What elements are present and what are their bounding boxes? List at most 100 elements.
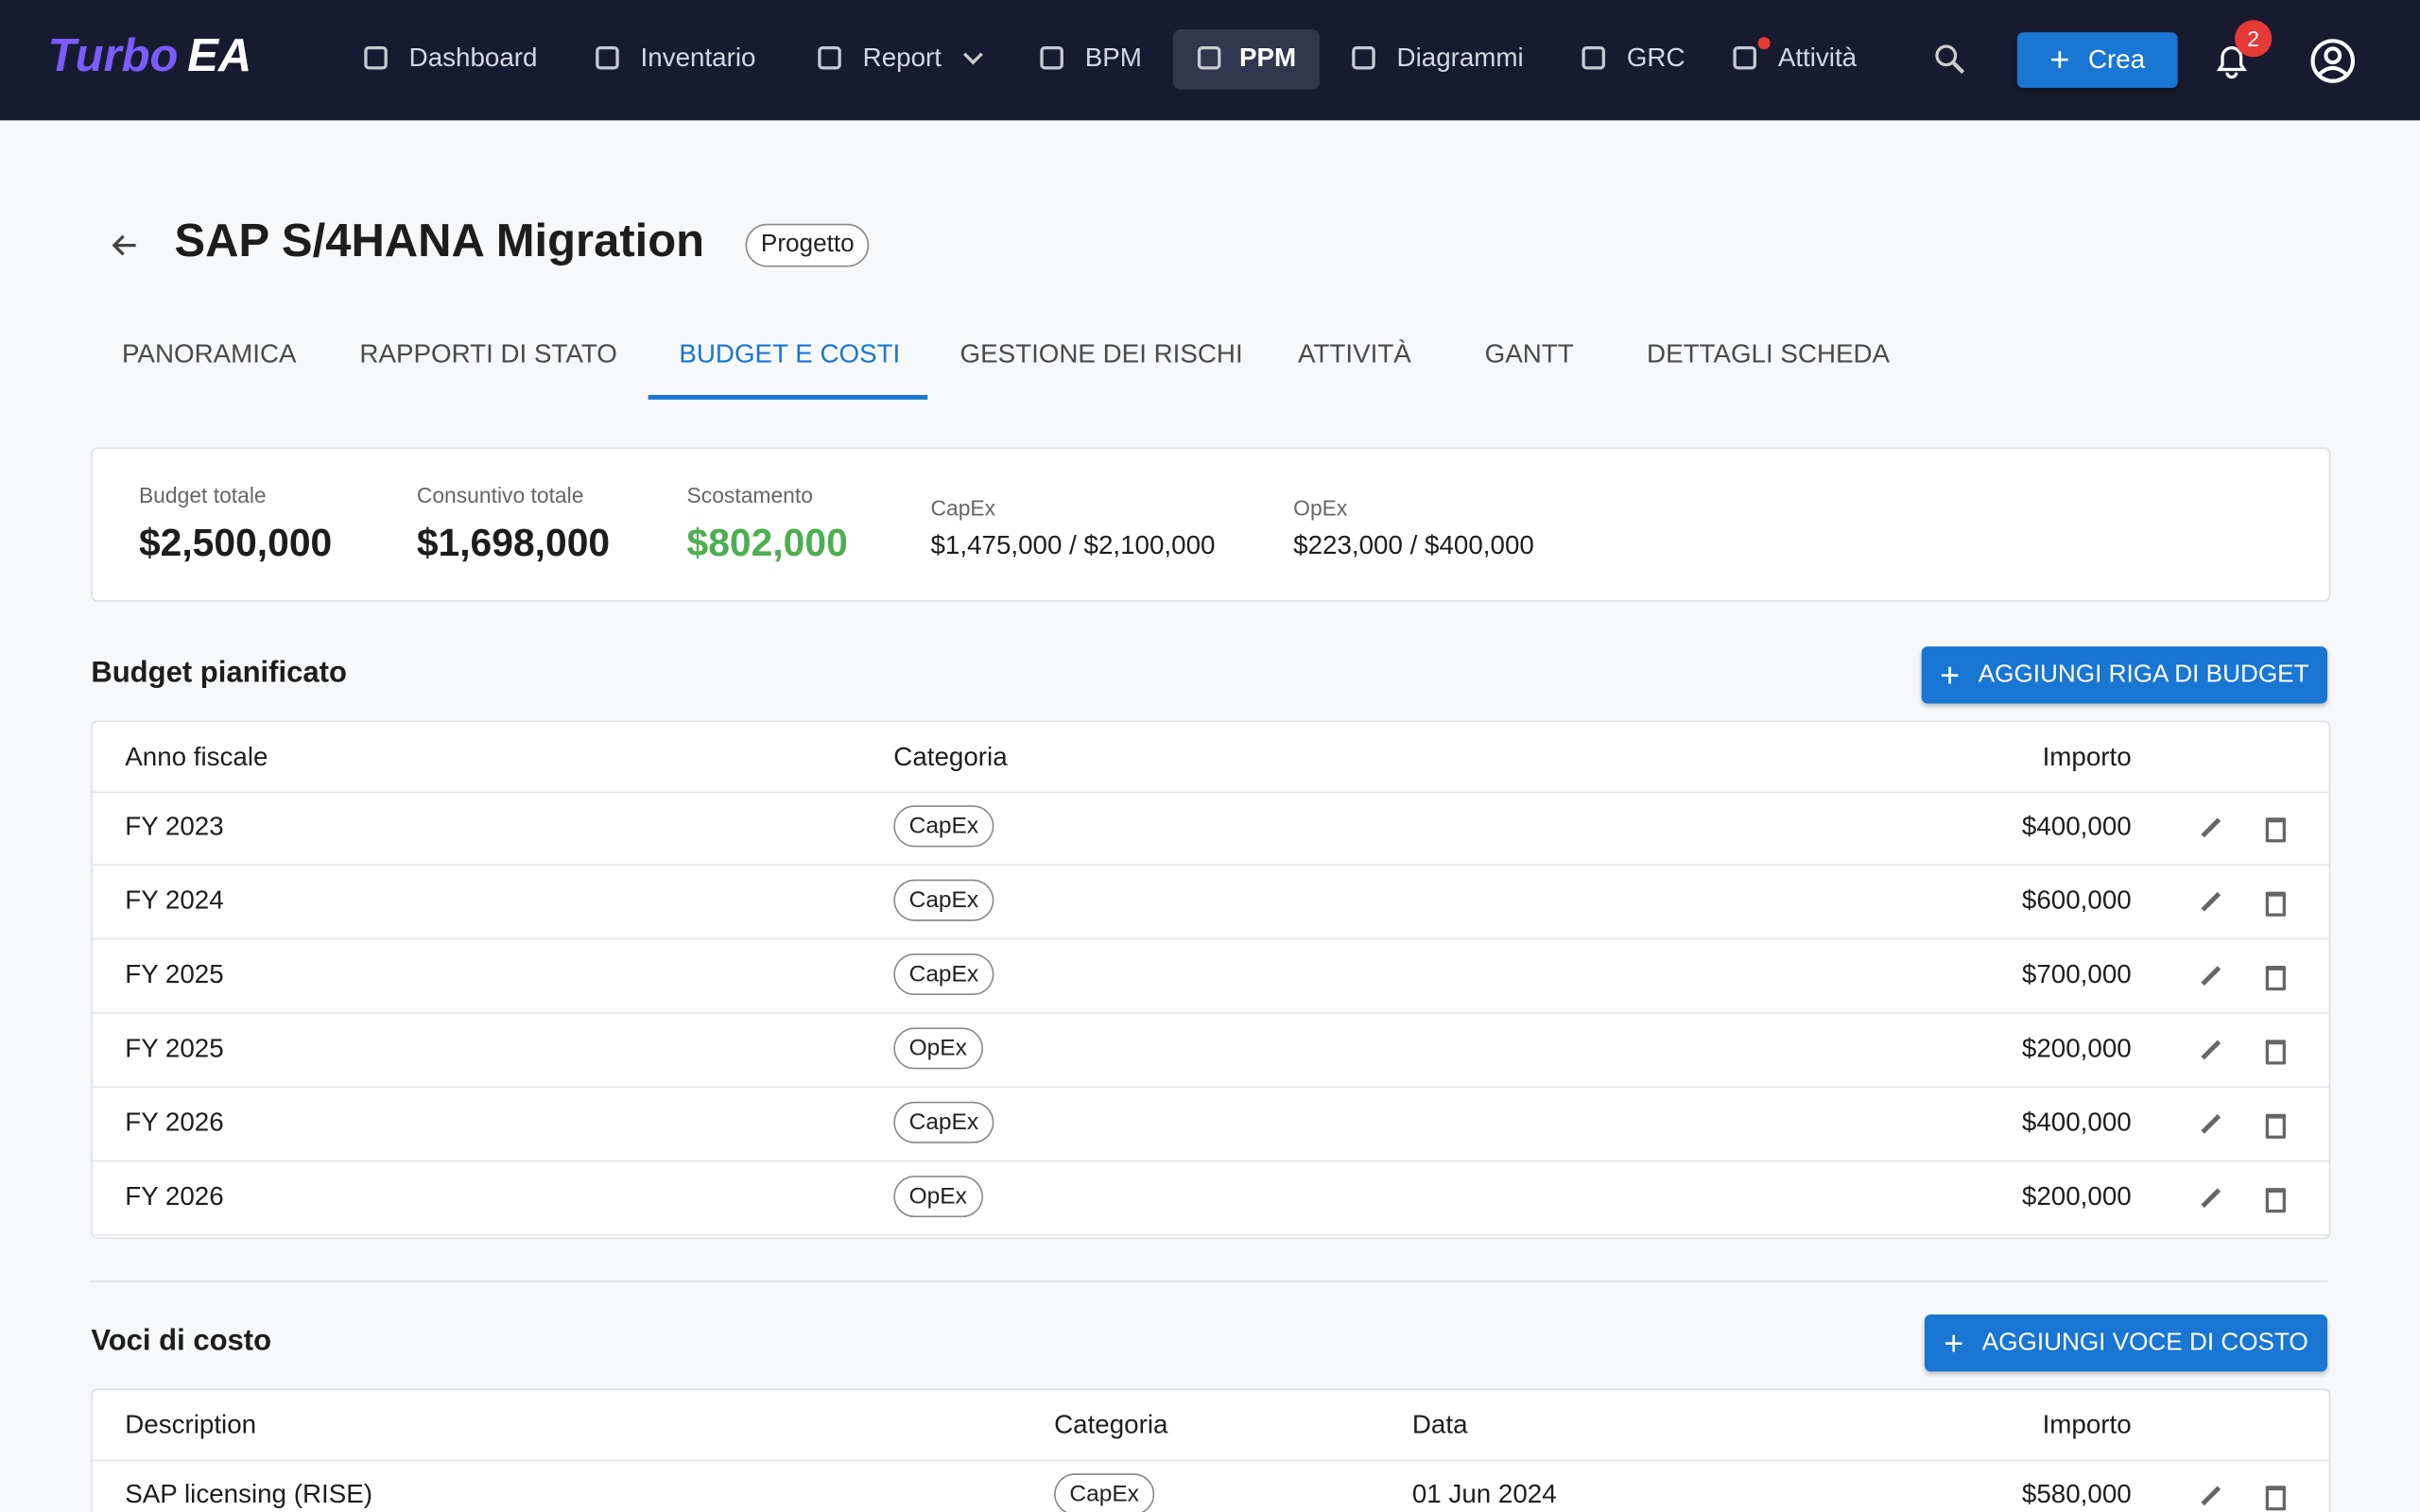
tab[interactable]: ATTIVITÀ: [1298, 339, 1411, 369]
summary-value: $1,698,000: [416, 521, 611, 565]
edit-icon[interactable]: [2201, 1113, 2221, 1134]
summary-label: CapEx: [930, 495, 996, 521]
edit-icon[interactable]: [2201, 891, 2221, 912]
delete-icon[interactable]: [2265, 1188, 2286, 1213]
cell: $580,000: [2021, 1479, 2132, 1509]
summary-value: $1,475,000 / $2,100,000: [930, 530, 1216, 560]
tab[interactable]: GESTIONE DEI RISCHI: [959, 339, 1243, 369]
chevron: [962, 44, 983, 65]
summary-value: $223,000 / $400,000: [1293, 530, 1534, 560]
cell: FY 2023: [125, 811, 224, 841]
plus-icon: +: [1944, 1322, 1964, 1362]
back-arrow[interactable]: [108, 230, 142, 261]
nav-item[interactable]: PPM: [1239, 43, 1297, 73]
nav-item[interactable]: Dashboard: [408, 43, 538, 73]
table-row: FY 2023 CapEx $400,000: [92, 792, 2329, 866]
notification-badge: 2: [2235, 20, 2273, 58]
edit-icon[interactable]: [2201, 1188, 2221, 1209]
category-chip: CapEx: [1054, 1473, 1155, 1512]
cell: Description: [125, 1410, 257, 1440]
cell: SAP licensing (RISE): [125, 1479, 372, 1509]
delete-icon[interactable]: [2265, 817, 2286, 843]
cell: $400,000: [2021, 811, 2132, 841]
button-label: AGGIUNGI RIGA DI BUDGET: [1978, 661, 2309, 688]
button-label: AGGIUNGI VOCE DI COSTO: [1981, 1329, 2308, 1356]
user-icon[interactable]: [2308, 37, 2357, 85]
section-title: Budget pianificato: [91, 657, 347, 690]
nav-item[interactable]: BPM: [1084, 43, 1142, 73]
header-row: Description Categoria Data Importo: [92, 1390, 2329, 1462]
summary-label: Scostamento: [686, 483, 813, 508]
activity-dot: [1757, 37, 1771, 50]
nav-icon: [364, 45, 388, 70]
summary-label: Consuntivo totale: [416, 483, 584, 508]
nav-item[interactable]: GRC: [1626, 43, 1685, 73]
summary-label: OpEx: [1293, 495, 1348, 521]
tab[interactable]: GANTT: [1484, 339, 1574, 369]
table-row: FY 2025 OpEx $200,000: [92, 1014, 2329, 1089]
category-chip: CapEx: [893, 1101, 994, 1143]
cell: $700,000: [2021, 959, 2132, 989]
edit-icon[interactable]: [2201, 1040, 2221, 1060]
logo[interactable]: Turbo EA: [48, 31, 252, 84]
cell: Anno fiscale: [125, 742, 268, 772]
summary-value: $802,000: [686, 521, 848, 565]
cell: Categoria: [1054, 1410, 1168, 1440]
cell: $400,000: [2021, 1108, 2132, 1138]
button-label: Crea: [2087, 44, 2146, 75]
bell-icon[interactable]: [2212, 40, 2252, 79]
add-button[interactable]: + AGGIUNGI RIGA DI BUDGET: [1921, 646, 2328, 704]
edit-icon[interactable]: [2201, 966, 2221, 987]
cell: $600,000: [2021, 885, 2132, 916]
cell: FY 2025: [125, 959, 224, 989]
cell: FY 2026: [125, 1108, 224, 1138]
table-row: FY 2026 CapEx $400,000: [92, 1088, 2329, 1162]
cell: FY 2024: [125, 885, 224, 916]
nav-item[interactable]: Attività: [1777, 43, 1858, 73]
nav-item[interactable]: Diagrammi: [1396, 43, 1524, 73]
table-row: SAP licensing (RISE) CapEx 01 Jun 2024 $580…: [93, 1459, 2329, 1512]
plus-icon: +: [1940, 655, 1961, 694]
table: Anno fiscale Categoria Importo FY 2023 CapEx…: [91, 720, 2331, 1240]
tab[interactable]: PANORAMICA: [121, 339, 297, 369]
cell: Categoria: [893, 742, 1008, 772]
cell: Data: [1411, 1410, 1468, 1440]
tab[interactable]: BUDGET E COSTI: [679, 339, 901, 369]
delete-icon[interactable]: [2265, 966, 2286, 991]
delete-icon[interactable]: [2265, 1113, 2286, 1139]
tab[interactable]: RAPPORTI DI STATO: [359, 339, 617, 369]
cell: FY 2025: [125, 1033, 224, 1063]
cell: $200,000: [2021, 1181, 2132, 1211]
active-nav-bg: [1172, 29, 1320, 90]
create-button[interactable]: + Crea: [2016, 32, 2178, 89]
nav-icon: [1040, 45, 1063, 70]
divider: [91, 1280, 2328, 1282]
edit-icon[interactable]: [2201, 817, 2221, 838]
type-tag: Progetto: [745, 223, 870, 267]
search-icon[interactable]: [1934, 43, 1968, 77]
summary-value: $2,500,000: [138, 521, 333, 565]
nav-item[interactable]: Report: [862, 43, 942, 73]
top-nav: Turbo EA + Crea 2 Dashboard Inventario Repor…: [0, 0, 2420, 121]
cell: 01 Jun 2024: [1411, 1479, 1557, 1509]
add-button[interactable]: + AGGIUNGI VOCE DI COSTO: [1924, 1314, 2328, 1372]
table-row: FY 2024 CapEx $600,000: [92, 866, 2329, 940]
category-chip: OpEx: [893, 1027, 983, 1070]
cell: FY 2026: [125, 1181, 224, 1211]
delete-icon[interactable]: [2265, 1040, 2286, 1065]
logo-text: Turbo: [47, 30, 179, 82]
nav-icon: [1733, 45, 1756, 70]
cell: Importo: [2042, 1410, 2132, 1440]
category-chip: CapEx: [893, 879, 994, 921]
nav-icon: [1197, 45, 1221, 70]
nav-item[interactable]: Inventario: [640, 43, 756, 73]
summary-label: Budget totale: [138, 483, 267, 508]
edit-icon[interactable]: [2201, 1486, 2221, 1506]
tab[interactable]: DETTAGLI SCHEDA: [1647, 339, 1891, 369]
summary-card: [91, 447, 2331, 602]
category-chip: CapEx: [893, 953, 994, 996]
delete-icon[interactable]: [2265, 891, 2286, 917]
delete-icon[interactable]: [2265, 1486, 2286, 1511]
